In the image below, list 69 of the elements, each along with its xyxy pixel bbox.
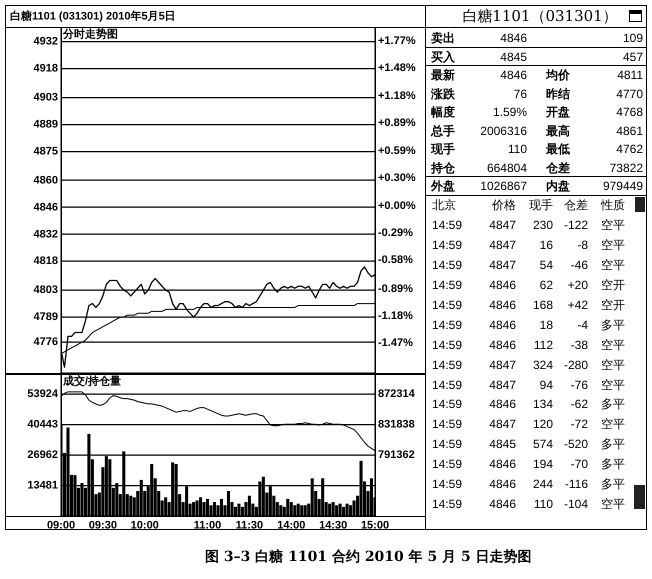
x-tick-label: 14:30 (319, 520, 348, 532)
y2-tick-label: +1.77% (378, 35, 416, 48)
text: 14:59 4846 134 -62 多平 (432, 397, 625, 412)
text: 总手 2006316 最高 4861 (431, 124, 643, 138)
text: 北京 价格 现手 仓差 性质 (432, 198, 625, 212)
y2-tick-label: 831838 (378, 418, 415, 430)
y2-tick-label: +0.59% (378, 145, 416, 158)
y-tick-label: 4818 (34, 255, 58, 268)
y-tick-label: 4789 (34, 311, 58, 324)
y2-tick-label: +1.48% (378, 62, 416, 74)
x-tick-label: 10:00 (130, 520, 159, 532)
text: 14:59 4847 120 -72 空平 (432, 417, 625, 432)
chart-title: 白糖1101 (031301) 2010年5月5日 (10, 10, 176, 23)
y-tick-label: 4803 (34, 284, 58, 296)
text: 14:59 4847 54 -46 空平 (432, 258, 625, 272)
y-tick-label: 26962 (27, 448, 58, 461)
text: 14:59 4846 112 -38 空平 (432, 338, 625, 352)
y2-tick-label: -1.18% (378, 310, 414, 322)
text: 14:59 4845 574 -520 多平 (432, 437, 625, 452)
text: 买入 4845 457 (431, 50, 643, 64)
y2-tick-label: +0.30% (378, 172, 416, 184)
caption: 图 3–3 白糖 1101 合约 2010 年 5 月 5 日走势图 (205, 549, 532, 565)
text: 14:59 4847 230 -122 空平 (432, 218, 625, 232)
text: 卖出 4846 109 (431, 31, 643, 46)
text: 白糖1101（031301） (462, 7, 618, 25)
x-tick-label: 11:00 (194, 520, 222, 532)
y-tick-label: 40443 (27, 418, 58, 430)
chart-title: 成交/持仓量 (62, 374, 122, 388)
text: 最新 4846 均价 4811 (431, 68, 643, 82)
y2-tick-label: 872314 (378, 388, 416, 400)
text: 14:59 4846 194 -70 多平 (432, 457, 625, 472)
y2-tick-label: -1.47% (378, 337, 414, 350)
y-tick-label: 4832 (34, 228, 58, 240)
y-tick-label: 53924 (27, 388, 59, 400)
y-tick-label: 4918 (34, 62, 58, 75)
y2-tick-label: +1.18% (378, 90, 416, 102)
x-tick-label: 11:30 (236, 520, 264, 532)
y2-tick-label: -0.58% (378, 254, 414, 266)
chart-subtitle: 分时走势图 (62, 28, 118, 41)
y-tick-label: 4846 (34, 201, 58, 214)
y2-tick-label: -0.89% (378, 283, 414, 296)
y2-tick-label: +0.00% (378, 200, 416, 212)
y2-tick-label: -0.29% (378, 227, 414, 240)
y2-tick-label: +0.89% (378, 117, 416, 130)
y-tick-label: 4903 (34, 91, 58, 104)
text: 14:59 4847 94 -76 空平 (432, 378, 625, 392)
text: 14:59 4846 168 +42 空开 (432, 298, 625, 312)
text: 幅度 1.59% 开盘 4768 (431, 105, 643, 120)
y-tick-label: 4776 (34, 336, 58, 348)
text: 14:59 4846 18 -4 多平 (432, 318, 625, 332)
x-tick-label: 09:00 (46, 520, 76, 532)
text: 14:59 4846 62 +20 空开 (432, 278, 625, 292)
text: 14:59 4847 324 -280 空平 (432, 358, 625, 372)
x-tick-label: 15:00 (360, 520, 390, 532)
text: 14:59 4846 244 -116 多平 (432, 477, 625, 492)
text: 14:59 4847 16 -8 空平 (432, 238, 625, 252)
text: 外盘 1026867 内盘 979449 (431, 179, 643, 194)
y-tick-label: 4875 (34, 145, 58, 158)
text: 14:59 4846 110 -104 空平 (432, 496, 625, 511)
y-tick-label: 4932 (34, 36, 58, 48)
y-tick-label: 4889 (34, 118, 58, 130)
text: 现手 110 最低 4762 (431, 142, 643, 156)
x-tick-label: 14:00 (277, 520, 306, 532)
x-tick-label: 09:30 (88, 520, 117, 532)
y-tick-label: 13481 (27, 479, 58, 492)
y-tick-label: 4860 (34, 174, 58, 186)
text: 涨跌 76 昨结 4770 (431, 86, 643, 101)
text: 持仓 664804 仓差 73822 (431, 160, 643, 175)
y2-tick-label: 791362 (378, 448, 415, 461)
